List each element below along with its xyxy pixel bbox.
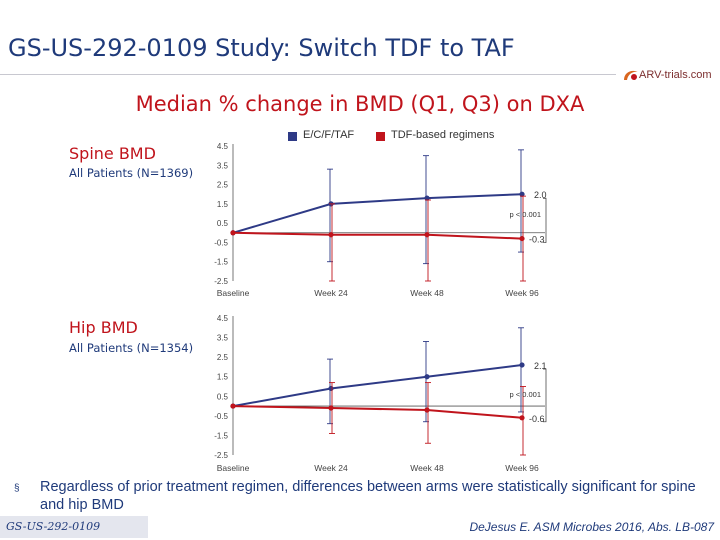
hip-y-tick-label: -0.5 — [214, 412, 228, 421]
hip-y-tick-label: -1.5 — [214, 431, 228, 440]
spine-taf-point — [519, 191, 525, 197]
arv-trials-logo: ARV-trials.com — [622, 68, 716, 84]
spine-x-label: Week 48 — [410, 288, 444, 298]
title-divider — [0, 74, 616, 75]
hip-y-tick-label: 1.5 — [217, 373, 229, 382]
hip-bmd-title: Hip BMD — [69, 318, 138, 337]
spine-tdf-point — [424, 232, 430, 238]
hip-y-tick-label: -2.5 — [214, 451, 228, 460]
spine-tdf-end-label: -0.3 — [529, 235, 545, 245]
hip-y-tick-label: 4.5 — [217, 314, 229, 323]
hip-bmd-population: All Patients (N=1354) — [69, 341, 194, 355]
hip-x-label: Baseline — [217, 463, 250, 473]
hip-taf-point — [519, 362, 525, 368]
bullet-icon: § — [14, 483, 20, 494]
hip-y-tick-label: 2.5 — [217, 353, 229, 362]
study-tag: GS-US-292-0109 — [0, 516, 148, 538]
legend-label-tdf: TDF-based regimens — [391, 129, 495, 141]
spine-taf-point — [424, 195, 430, 201]
legend-label-taf: E/C/F/TAF — [303, 129, 355, 141]
spine-y-tick-label: 2.5 — [217, 181, 229, 190]
legend-swatch-taf — [288, 132, 297, 141]
spine-bmd-title: Spine BMD — [69, 144, 156, 163]
slide-title: GS-US-292-0109 Study: Switch TDF to TAF — [8, 34, 515, 62]
spine-y-tick-label: 0.5 — [217, 219, 229, 228]
hip-x-label: Week 48 — [410, 463, 444, 473]
hip-taf-end-label: 2.1 — [534, 361, 547, 371]
spine-y-tick-label: 3.5 — [217, 161, 229, 170]
hip-x-label: Week 24 — [314, 463, 348, 473]
spine-significance-bracket — [543, 197, 547, 243]
spine-tdf-line — [232, 231, 523, 240]
logo-swirl-icon — [624, 70, 638, 80]
spine-bmd-population: All Patients (N=1369) — [69, 166, 194, 180]
spine-x-label: Baseline — [217, 288, 250, 298]
spine-tdf-point — [519, 235, 525, 242]
chart-subtitle: Median % change in BMD (Q1, Q3) on DXA — [135, 92, 585, 116]
spine-tdf-point — [328, 232, 334, 238]
hip-taf-point — [328, 385, 334, 392]
spine-tdf-point — [230, 230, 236, 236]
spine-y-tick-label: -1.5 — [214, 258, 228, 267]
citation: DeJesus E. ASM Microbes 2016, Abs. LB-08… — [469, 520, 714, 534]
spine-y-tick-label: -2.5 — [214, 277, 228, 286]
spine-y-tick-label: -0.5 — [214, 238, 228, 247]
spine-taf-line — [232, 193, 523, 234]
legend-swatch-tdf — [376, 132, 385, 141]
hip-tdf-point — [424, 407, 430, 413]
study-tag-label: GS-US-292-0109 — [6, 520, 101, 533]
spine-p-value: p < 0.001 — [510, 210, 542, 219]
hip-tdf-point — [230, 403, 236, 409]
hip-significance-bracket — [543, 368, 547, 423]
hip-tdf-end-label: -0.6 — [529, 414, 545, 424]
hip-tdf-line — [232, 405, 523, 419]
spine-taf-end-label: 2.0 — [534, 190, 547, 200]
spine-x-label: Week 96 — [505, 288, 539, 298]
hip-y-tick-label: 0.5 — [217, 392, 229, 401]
spine-y-tick-label: 1.5 — [217, 200, 229, 209]
hip-x-label: Week 96 — [505, 463, 539, 473]
logo-text: ARV-trials.com — [639, 69, 712, 81]
hip-taf-point — [424, 374, 430, 380]
footnote-text: Regardless of prior treatment regimen, d… — [40, 479, 696, 513]
hip-y-tick-label: 3.5 — [217, 334, 229, 343]
hip-taf-line — [232, 364, 523, 408]
hip-tdf-point — [519, 415, 525, 421]
hip-p-value: p < 0.001 — [510, 390, 542, 399]
spine-x-label: Week 24 — [314, 288, 348, 298]
spine-y-tick-label: 4.5 — [217, 142, 229, 151]
hip-tdf-point — [328, 405, 334, 411]
